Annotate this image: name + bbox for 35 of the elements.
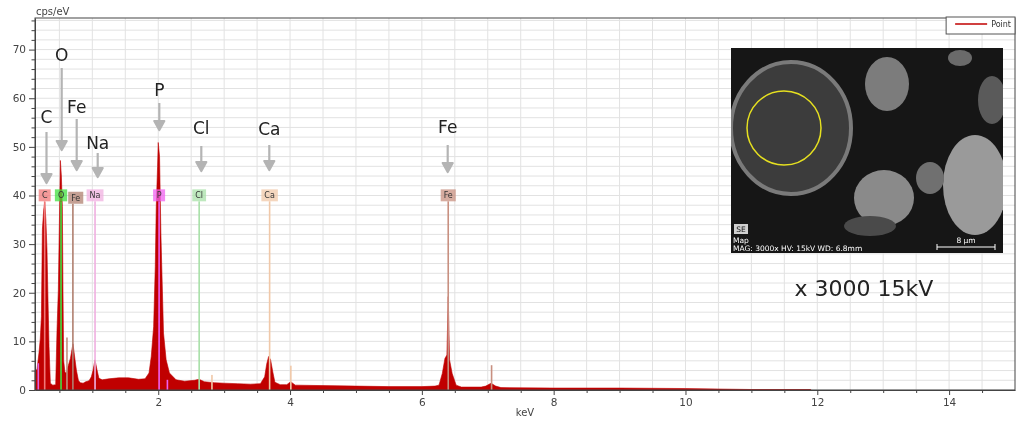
x-tick-label: 8	[550, 396, 558, 409]
x-tick-label: 6	[419, 396, 427, 409]
x-tick-label: 2	[155, 396, 163, 409]
annotation: Fe	[438, 116, 458, 137]
y-tick-label: 0	[19, 383, 26, 396]
annotation: Cl	[193, 117, 210, 138]
data-label: O	[57, 191, 65, 201]
annotation: C	[40, 106, 53, 127]
legend-label: Point	[991, 19, 1011, 29]
y-axis-title: cps/eV	[36, 6, 70, 17]
data-label: C	[41, 191, 48, 201]
x-tick-label: 14	[942, 396, 957, 409]
annotation: Ca	[258, 118, 281, 139]
y-tick-label: 30	[12, 237, 26, 250]
y-tick-label: 50	[12, 140, 26, 153]
x-tick-label: 10	[679, 396, 693, 409]
y-tick-label: 10	[12, 335, 26, 348]
data-label: Cl	[195, 191, 204, 201]
annotation: P	[154, 79, 165, 100]
y-tick-label: 40	[12, 189, 26, 202]
annotation: Fe	[67, 96, 87, 117]
y-tick-label: 20	[12, 286, 26, 299]
annotation: O	[55, 44, 69, 65]
y-tick-label: 60	[12, 92, 26, 105]
x-tick-label: 12	[811, 396, 825, 409]
x-axis-title: keV	[515, 407, 535, 418]
data-label: Ca	[264, 191, 275, 201]
annotation: x 3000 15kV	[794, 276, 934, 301]
data-label: Fe	[443, 191, 453, 201]
annotation: Na	[86, 132, 110, 153]
y-tick-label: 70	[12, 43, 26, 56]
x-tick-label: 4	[287, 396, 295, 409]
data-label: Fe	[71, 193, 81, 203]
data-label: P	[156, 191, 162, 201]
data-label: Na	[89, 191, 101, 201]
